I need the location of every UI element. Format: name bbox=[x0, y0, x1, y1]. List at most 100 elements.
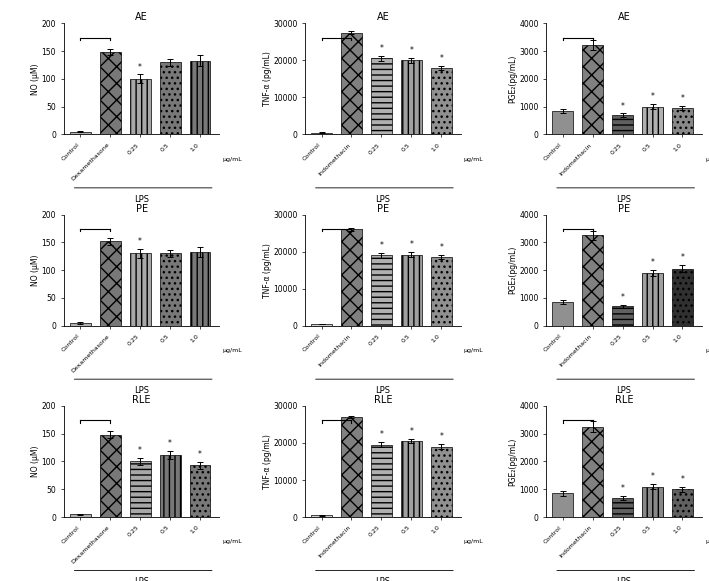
Text: LPS: LPS bbox=[134, 195, 149, 203]
Text: LPS: LPS bbox=[375, 386, 391, 395]
Text: *: * bbox=[168, 439, 172, 448]
Text: μg/mL: μg/mL bbox=[223, 348, 242, 353]
Text: LPS: LPS bbox=[375, 195, 391, 203]
Bar bbox=[552, 302, 573, 326]
Bar bbox=[642, 486, 663, 517]
Bar bbox=[69, 323, 91, 326]
Y-axis label: PGE₂(pg/mL): PGE₂(pg/mL) bbox=[509, 55, 518, 103]
Title: RLE: RLE bbox=[374, 395, 392, 405]
Bar bbox=[189, 252, 211, 326]
Bar bbox=[582, 235, 603, 326]
Text: *: * bbox=[681, 475, 684, 484]
Bar bbox=[371, 59, 392, 134]
Text: *: * bbox=[409, 240, 413, 249]
Text: LPS: LPS bbox=[617, 386, 632, 395]
Text: *: * bbox=[379, 241, 384, 250]
Bar bbox=[341, 417, 362, 517]
Bar bbox=[401, 60, 422, 134]
Text: *: * bbox=[620, 102, 625, 110]
Bar bbox=[431, 447, 452, 517]
Title: PE: PE bbox=[618, 204, 630, 214]
Text: LPS: LPS bbox=[375, 577, 391, 581]
Bar bbox=[189, 60, 211, 134]
Text: *: * bbox=[409, 427, 413, 436]
Bar bbox=[552, 111, 573, 134]
Text: μg/mL: μg/mL bbox=[223, 157, 242, 162]
Text: LPS: LPS bbox=[617, 577, 632, 581]
Bar bbox=[612, 306, 633, 326]
Text: *: * bbox=[409, 46, 413, 55]
Title: RLE: RLE bbox=[615, 395, 633, 405]
Bar bbox=[672, 108, 693, 134]
Bar bbox=[311, 132, 332, 134]
Bar bbox=[431, 257, 452, 326]
Y-axis label: NO (μM): NO (μM) bbox=[31, 446, 40, 477]
Y-axis label: PGE₂(pg/mL): PGE₂(pg/mL) bbox=[509, 246, 518, 295]
Text: *: * bbox=[138, 63, 142, 71]
Text: *: * bbox=[379, 431, 384, 439]
Text: μg/mL: μg/mL bbox=[223, 539, 242, 544]
Bar bbox=[311, 324, 332, 326]
Bar bbox=[552, 493, 573, 517]
Text: *: * bbox=[681, 253, 684, 263]
Bar bbox=[582, 45, 603, 134]
Title: PE: PE bbox=[135, 204, 147, 214]
Text: *: * bbox=[651, 92, 654, 101]
Bar bbox=[371, 255, 392, 326]
Text: μg/mL: μg/mL bbox=[705, 348, 709, 353]
Bar bbox=[672, 269, 693, 326]
Text: *: * bbox=[440, 53, 443, 63]
Bar bbox=[160, 62, 181, 134]
Text: *: * bbox=[620, 484, 625, 493]
Bar bbox=[612, 115, 633, 134]
Bar bbox=[130, 79, 150, 134]
Title: AE: AE bbox=[376, 12, 389, 23]
Bar bbox=[642, 107, 663, 134]
Bar bbox=[100, 435, 121, 517]
Text: *: * bbox=[379, 44, 384, 53]
Title: RLE: RLE bbox=[133, 395, 151, 405]
Bar bbox=[130, 461, 150, 517]
Text: *: * bbox=[651, 258, 654, 267]
Y-axis label: NO (μM): NO (μM) bbox=[31, 254, 40, 286]
Title: AE: AE bbox=[135, 12, 148, 23]
Y-axis label: PGE₂(pg/mL): PGE₂(pg/mL) bbox=[509, 437, 518, 486]
Bar bbox=[69, 132, 91, 134]
Text: *: * bbox=[620, 293, 625, 302]
Bar bbox=[160, 455, 181, 517]
Text: *: * bbox=[138, 237, 142, 246]
Bar bbox=[100, 241, 121, 326]
Bar bbox=[672, 489, 693, 517]
Text: *: * bbox=[681, 94, 684, 103]
Text: LPS: LPS bbox=[134, 386, 149, 395]
Bar bbox=[311, 515, 332, 517]
Text: μg/mL: μg/mL bbox=[705, 157, 709, 162]
Text: *: * bbox=[651, 472, 654, 481]
Bar bbox=[189, 465, 211, 517]
Bar bbox=[371, 445, 392, 517]
Y-axis label: TNF-α (pg/mL): TNF-α (pg/mL) bbox=[262, 51, 272, 106]
Bar bbox=[341, 33, 362, 134]
Text: μg/mL: μg/mL bbox=[464, 157, 484, 162]
Bar bbox=[69, 514, 91, 517]
Text: *: * bbox=[440, 432, 443, 442]
Bar bbox=[612, 497, 633, 517]
Bar bbox=[100, 52, 121, 134]
Text: LPS: LPS bbox=[617, 195, 632, 203]
Text: μg/mL: μg/mL bbox=[705, 539, 709, 544]
Text: *: * bbox=[138, 446, 142, 455]
Bar bbox=[401, 254, 422, 326]
Bar bbox=[401, 441, 422, 517]
Title: PE: PE bbox=[376, 204, 389, 214]
Bar bbox=[642, 273, 663, 326]
Text: LPS: LPS bbox=[134, 577, 149, 581]
Bar bbox=[431, 68, 452, 134]
Y-axis label: NO (μM): NO (μM) bbox=[31, 63, 40, 95]
Text: μg/mL: μg/mL bbox=[464, 539, 484, 544]
Bar bbox=[160, 253, 181, 326]
Text: *: * bbox=[440, 243, 443, 252]
Bar bbox=[582, 426, 603, 517]
Text: *: * bbox=[198, 450, 202, 459]
Bar bbox=[130, 253, 150, 326]
Text: μg/mL: μg/mL bbox=[464, 348, 484, 353]
